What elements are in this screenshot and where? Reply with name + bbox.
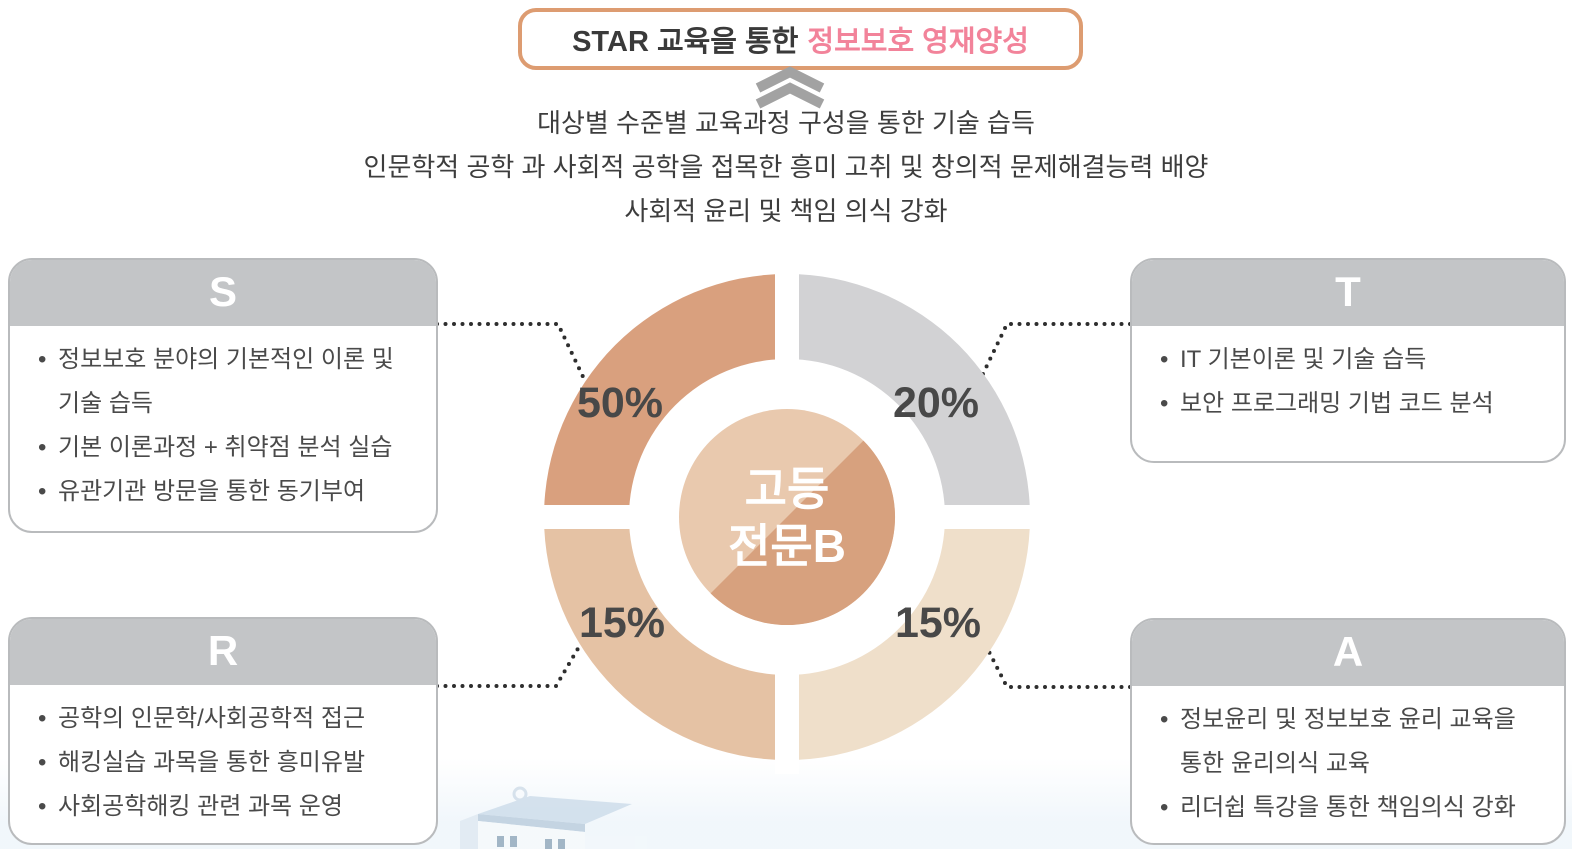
percent-label-a: 15%: [895, 599, 981, 647]
donut-segment-t: [787, 274, 1030, 517]
percent-label-s: 50%: [577, 379, 663, 427]
donut-center-dark: [710, 440, 896, 626]
connector-r: [435, 638, 585, 688]
list-item: IT 기본이론 및 기술 습득: [1156, 338, 1542, 382]
list-item: 리더쉽 특강을 통한 책임의식 강화: [1156, 786, 1542, 830]
list-item: 해킹실습 과목을 통한 흥미유발: [34, 741, 414, 785]
star-box-r-header: R: [10, 619, 436, 685]
center-label-line2: 전문B: [728, 520, 846, 572]
star-box-t-list: IT 기본이론 및 기술 습득 보안 프로그래밍 기법 코드 분석: [1132, 326, 1564, 434]
list-item: 정보윤리 및 정보보호 윤리 교육을 통한 윤리의식 교육: [1156, 698, 1542, 786]
star-box-r-list: 공학의 인문학/사회공학적 접근 해킹실습 과목을 통한 흥미유발 사회공학해킹…: [10, 685, 436, 837]
center-label-line1: 고등: [745, 463, 830, 515]
star-box-s: S 정보보호 분야의 기본적인 이론 및 기술 습득 기본 이론과정 + 취약점…: [8, 258, 438, 533]
star-box-a: A 정보윤리 및 정보보호 윤리 교육을 통한 윤리의식 교육 리더쉽 특강을 …: [1130, 618, 1566, 845]
star-box-a-header: A: [1132, 620, 1564, 686]
list-item: 공학의 인문학/사회공학적 접근: [34, 697, 414, 741]
donut-segment-r: [544, 517, 787, 760]
star-box-a-list: 정보윤리 및 정보보호 윤리 교육을 통한 윤리의식 교육 리더쉽 특강을 통한…: [1132, 686, 1564, 838]
list-item: 유관기관 방문을 통한 동기부여: [34, 470, 414, 514]
list-item: 사회공학해킹 관련 과목 운영: [34, 785, 414, 829]
star-box-t: T IT 기본이론 및 기술 습득 보안 프로그래밍 기법 코드 분석: [1130, 258, 1566, 463]
list-item: 보안 프로그래밍 기법 코드 분석: [1156, 382, 1542, 426]
percent-label-r: 15%: [579, 599, 665, 647]
intro-text: 대상별 수준별 교육과정 구성을 통한 기술 습득 인문학적 공학 과 사회적 …: [0, 101, 1572, 233]
title-highlight: 정보보호 영재양성: [807, 26, 1029, 58]
double-chevron-up-icon: [755, 66, 825, 109]
connector-a: [982, 640, 1132, 689]
list-item: 정보보호 분야의 기본적인 이론 및 기술 습득: [34, 338, 414, 426]
list-item: 기본 이론과정 + 취약점 분석 실습: [34, 426, 414, 470]
diagram-title: STAR 교육을 통한 정보보호 영재양성: [518, 8, 1083, 70]
star-box-s-list: 정보보호 분야의 기본적인 이론 및 기술 습득 기본 이론과정 + 취약점 분…: [10, 326, 436, 522]
intro-line-1: 대상별 수준별 교육과정 구성을 통한 기술 습득: [537, 108, 1035, 138]
star-box-t-header: T: [1132, 260, 1564, 326]
star-box-s-header: S: [10, 260, 436, 326]
connector-s: [435, 322, 588, 385]
star-box-r: R 공학의 인문학/사회공학적 접근 해킹실습 과목을 통한 흥미유발 사회공학…: [8, 617, 438, 845]
connector-t: [978, 322, 1132, 382]
intro-line-3: 사회적 윤리 및 책임 의식 강화: [624, 196, 948, 226]
intro-line-2: 인문학적 공학 과 사회적 공학을 접목한 흥미 고취 및 창의적 문제해결능력…: [363, 152, 1209, 182]
donut-segment-a: [787, 517, 1030, 760]
donut-segment-s: [544, 274, 787, 517]
title-prefix: STAR 교육을 통한: [572, 26, 799, 58]
building-illustration: [460, 786, 647, 849]
percent-label-t: 20%: [893, 379, 979, 427]
